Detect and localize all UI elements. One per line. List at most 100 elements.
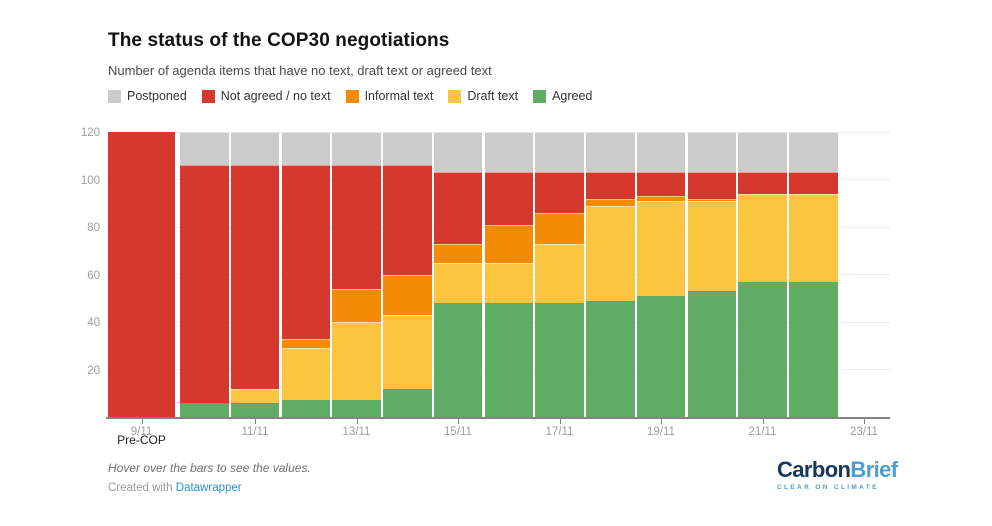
y-axis-label-80: 80 — [87, 222, 100, 234]
y-axis-label-60: 60 — [87, 269, 100, 282]
legend-swatch — [201, 89, 215, 103]
bar-segment-not-agreed-no-text[interactable] — [433, 172, 483, 244]
bar-segment-not-agreed-no-text[interactable] — [586, 172, 635, 199]
bar-16-11[interactable] — [484, 132, 533, 417]
bar-segment-informal-text[interactable] — [636, 196, 686, 201]
legend-label: Informal text — [364, 89, 434, 103]
bar-Pre-COP[interactable] — [108, 132, 175, 417]
bar-segment-not-agreed-no-text[interactable] — [738, 172, 787, 194]
hover-hint-note: Hover over the bars to see the values. — [108, 461, 311, 475]
x-axis-label-23-11: 23/11 — [850, 426, 878, 438]
bar-segment-agreed[interactable] — [484, 303, 533, 417]
bar-segment-draft-text[interactable] — [230, 388, 280, 403]
bar-segment-informal-text[interactable] — [433, 243, 483, 263]
bar-segment-agreed[interactable] — [535, 303, 584, 417]
chart-subtitle: Number of agenda items that have no text… — [108, 63, 492, 78]
bar-segment-draft-text[interactable] — [535, 243, 584, 303]
bar-segment-not-agreed-no-text[interactable] — [484, 172, 533, 225]
bar-segment-not-agreed-no-text[interactable] — [535, 172, 584, 213]
bar-segment-draft-text[interactable] — [789, 193, 838, 282]
bar-segment-informal-text[interactable] — [281, 338, 330, 349]
x-axis-label-19-11: 19/11 — [647, 426, 675, 438]
bar-segment-agreed[interactable] — [332, 400, 381, 417]
bar-segment-postponed[interactable] — [383, 132, 432, 166]
bar-19-11[interactable] — [636, 132, 686, 417]
bar-segment-agreed[interactable] — [687, 291, 736, 417]
bar-11-11[interactable] — [230, 132, 280, 417]
x-label-pre-cop: Pre-COP — [117, 433, 166, 447]
bar-segment-informal-text[interactable] — [332, 288, 381, 322]
x-axis-label-21-11: 21/11 — [748, 426, 777, 438]
bar-segment-not-agreed-no-text[interactable] — [108, 132, 175, 417]
bar-segment-draft-text[interactable] — [332, 322, 381, 401]
carbonbrief-logo: CarbonBrief CLEAR ON CLIMATE — [777, 457, 898, 492]
bar-segment-postponed[interactable] — [332, 132, 381, 166]
legend-swatch — [345, 89, 359, 103]
bar-20-11[interactable] — [687, 132, 736, 417]
bar-segment-agreed[interactable] — [281, 400, 330, 417]
bar-14-11[interactable] — [383, 132, 432, 417]
bar-segment-postponed[interactable] — [484, 132, 533, 173]
bar-segment-not-agreed-no-text[interactable] — [332, 165, 381, 289]
bar-12-11[interactable] — [281, 132, 330, 417]
y-axis-label-100: 100 — [80, 174, 100, 187]
bar-segment-agreed[interactable] — [586, 300, 635, 417]
bar-segment-informal-text[interactable] — [535, 212, 584, 244]
bar-21-11[interactable] — [738, 132, 787, 417]
bar-segment-draft-text[interactable] — [383, 314, 432, 389]
bar-segment-agreed[interactable] — [180, 402, 229, 417]
bar-segment-postponed[interactable] — [687, 132, 736, 173]
bar-segment-not-agreed-no-text[interactable] — [180, 165, 229, 403]
bar-17-11[interactable] — [535, 132, 584, 417]
bar-segment-postponed[interactable] — [281, 132, 330, 166]
x-tick-23-11 — [864, 419, 865, 424]
bar-segment-postponed[interactable] — [738, 132, 787, 173]
bar-segment-draft-text[interactable] — [738, 193, 787, 282]
bar-segment-informal-text[interactable] — [383, 274, 432, 315]
x-axis-label-13-11: 13/11 — [342, 426, 371, 438]
bar-segment-not-agreed-no-text[interactable] — [687, 172, 736, 199]
x-tick-19-11 — [661, 419, 662, 424]
bar-segment-agreed[interactable] — [789, 281, 838, 417]
bar-22-11[interactable] — [789, 132, 838, 417]
bar-13-11[interactable] — [332, 132, 381, 417]
bar-segment-agreed[interactable] — [636, 295, 686, 417]
logo-carbon-text: Carbon — [777, 457, 851, 482]
bar-segment-postponed[interactable] — [789, 132, 838, 173]
bar-18-11[interactable] — [586, 132, 635, 417]
bar-segment-agreed[interactable] — [383, 388, 432, 417]
y-axis-label-40: 40 — [87, 317, 100, 329]
bar-segment-draft-text[interactable] — [636, 200, 686, 296]
bar-segment-agreed[interactable] — [433, 303, 483, 417]
bar-segment-draft-text[interactable] — [586, 205, 635, 301]
legend-swatch — [533, 89, 547, 103]
bar-15-11[interactable] — [433, 132, 483, 417]
bar-segment-not-agreed-no-text[interactable] — [281, 165, 330, 339]
bar-segment-postponed[interactable] — [180, 132, 229, 166]
bar-10-11[interactable] — [180, 132, 229, 417]
bar-segment-draft-text[interactable] — [687, 200, 736, 292]
bar-segment-postponed[interactable] — [230, 132, 280, 166]
bar-segment-informal-text[interactable] — [586, 198, 635, 206]
bar-segment-agreed[interactable] — [230, 402, 280, 417]
bar-segment-draft-text[interactable] — [281, 348, 330, 401]
bar-segment-draft-text[interactable] — [433, 262, 483, 303]
carbonbrief-logo-wordmark: CarbonBrief — [777, 457, 898, 482]
bar-segment-postponed[interactable] — [636, 132, 686, 173]
y-axis-label-20: 20 — [87, 364, 100, 377]
bar-segment-draft-text[interactable] — [484, 262, 533, 303]
bar-segment-not-agreed-no-text[interactable] — [636, 172, 686, 197]
bar-segment-postponed[interactable] — [586, 132, 635, 173]
bar-segment-postponed[interactable] — [433, 132, 483, 173]
bar-segment-informal-text[interactable] — [484, 224, 533, 263]
bar-segment-agreed[interactable] — [738, 281, 787, 417]
datawrapper-link[interactable]: Datawrapper — [175, 482, 242, 494]
legend-item-2: Informal text — [345, 89, 434, 103]
bar-segment-informal-text[interactable] — [687, 198, 736, 201]
x-axis-label-17-11: 17/11 — [545, 426, 574, 438]
bar-segment-postponed[interactable] — [535, 132, 584, 173]
x-tick-11-11 — [255, 419, 256, 424]
bar-segment-not-agreed-no-text[interactable] — [789, 172, 838, 194]
bar-segment-not-agreed-no-text[interactable] — [383, 165, 432, 275]
bar-segment-not-agreed-no-text[interactable] — [230, 165, 280, 389]
